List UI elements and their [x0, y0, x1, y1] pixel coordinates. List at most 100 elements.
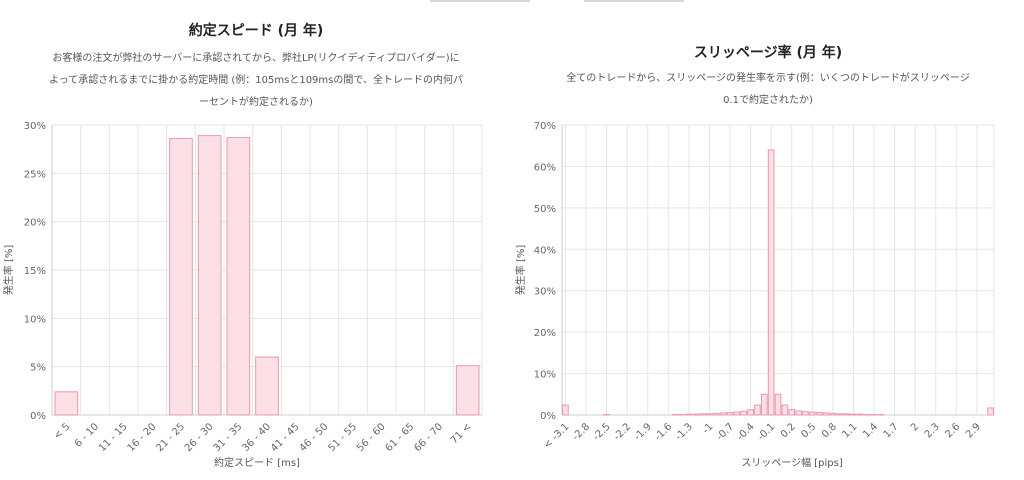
y-tick-label: 25% — [24, 169, 46, 180]
x-axis-label: 約定スピード [ms] — [214, 456, 300, 469]
y-tick-label: 0% — [540, 411, 556, 422]
bar — [562, 404, 569, 416]
y-tick-label: 20% — [534, 328, 556, 339]
y-tick-label: 50% — [534, 204, 556, 215]
x-tick-label: 61 - 65 — [384, 421, 417, 454]
bar — [685, 413, 693, 416]
y-tick-label: 70% — [534, 121, 556, 132]
bar — [802, 411, 809, 416]
x-tick-label: 56 - 60 — [355, 421, 388, 454]
bar — [815, 412, 823, 416]
x-tick-label: 66 - 70 — [412, 421, 445, 454]
bar — [699, 413, 706, 416]
x-tick-label: 0.2 — [779, 421, 798, 440]
x-tick-label: 21 - 25 — [154, 421, 187, 454]
x-tick-label: 0.8 — [820, 421, 839, 440]
bar — [788, 409, 796, 416]
x-tick-label: 26 - 30 — [183, 421, 216, 454]
bar — [781, 404, 789, 416]
y-tick-label: 15% — [24, 266, 46, 277]
x-tick-label: 46 - 50 — [298, 421, 331, 454]
y-tick-label: 10% — [24, 314, 46, 325]
bar — [808, 411, 816, 416]
x-tick-label: -0.7 — [715, 421, 737, 443]
bar — [987, 407, 994, 416]
subtitle-line: 全てのトレードから、スリッページの発生率を示す(例：いくつのトレードがスリッペー… — [566, 73, 970, 84]
x-axis-label: スリッページ幅 [pips] — [741, 456, 843, 469]
x-tick-label: 1.7 — [882, 421, 901, 440]
bar — [726, 412, 734, 416]
y-tick-label: 0% — [30, 411, 46, 422]
subtitle-line: 0.1で約定されたか) — [723, 95, 813, 106]
bar — [712, 412, 720, 416]
x-tick-label: 1.4 — [861, 421, 880, 440]
x-tick-label: 31 - 35 — [212, 421, 245, 454]
bar — [767, 149, 775, 416]
bar — [733, 411, 741, 416]
chart-subtitle: お客様の注文が弊社のサーバーに承認されてから、弊社LP(リクイディティプロバイダ… — [30, 48, 482, 114]
y-axis-label: 発生率 [%] — [2, 245, 15, 296]
y-tick-label: 20% — [24, 218, 46, 229]
slippage-rate-chart: スリッページ率 (月 年) 全てのトレードから、スリッページの発生率を示す(例：… — [512, 0, 1024, 480]
bar — [856, 413, 864, 416]
top-tab-strip-left — [430, 0, 530, 2]
bar — [54, 391, 79, 416]
x-tick-label: -0.4 — [735, 421, 757, 443]
bar — [829, 412, 837, 416]
y-tick-label: 60% — [534, 162, 556, 173]
x-tick-label: 41 - 45 — [269, 421, 302, 454]
bar — [706, 413, 713, 416]
x-tick-label: -1.6 — [653, 421, 675, 443]
x-tick-label: -2.5 — [591, 421, 613, 443]
bar — [822, 412, 830, 416]
chart-subtitle: 全てのトレードから、スリッページの発生率を示す(例：いくつのトレードがスリッペー… — [542, 68, 994, 112]
x-tick-label: 71 < — [449, 421, 474, 446]
bar — [850, 413, 857, 416]
bar — [455, 365, 480, 416]
bar — [255, 356, 279, 416]
chart-title: スリッページ率 (月 年) — [693, 45, 843, 61]
bar — [719, 412, 727, 416]
bar — [692, 413, 700, 416]
x-tick-label: 2.9 — [964, 421, 983, 440]
x-tick-label: 0.5 — [799, 421, 818, 440]
bar — [197, 135, 222, 416]
subtitle-line: よって承認されるまでに掛かる約定時間 (例：105msと109msの間で、全トレ… — [49, 75, 463, 86]
bar — [747, 409, 754, 416]
execution-speed-chart: 約定スピード (月 年) お客様の注文が弊社のサーバーに承認されてから、弊社LP… — [2, 23, 483, 469]
x-tick-label: 16 - 20 — [126, 421, 159, 454]
x-tick-label: -2.8 — [571, 421, 593, 443]
x-tick-label: -2.2 — [612, 421, 634, 443]
bar — [836, 413, 844, 416]
x-tick-label: 1.1 — [841, 421, 860, 440]
x-tick-label: -0.1 — [756, 421, 778, 443]
y-tick-label: 30% — [534, 287, 556, 298]
bar — [740, 410, 748, 416]
bar — [795, 410, 802, 416]
x-tick-label: 2 — [909, 421, 921, 433]
subtitle-line: お客様の注文が弊社のサーバーに承認されてから、弊社LP(リクイディティプロバイダ… — [52, 53, 460, 64]
bar-plot: 0% 10% 20% 30% 40% 50% 60% 70% < -3.1-2.8-2.5-2.… — [514, 121, 995, 469]
x-tick-label: 2.6 — [943, 421, 962, 440]
y-tick-label: 40% — [534, 245, 556, 256]
top-tab-strip-right — [584, 0, 684, 2]
x-tick-label: 51 - 55 — [326, 421, 359, 454]
bar — [226, 137, 251, 416]
bar — [843, 413, 850, 416]
bar — [760, 393, 768, 416]
y-tick-label: 5% — [30, 363, 46, 374]
x-tick-label: < -3.1 — [542, 421, 572, 451]
x-tick-label: 11 - 15 — [97, 421, 130, 454]
bar — [169, 138, 193, 416]
x-tick-label: -1.9 — [632, 421, 654, 443]
chart-title: 約定スピード (月 年) — [188, 23, 324, 39]
y-tick-label: 30% — [24, 121, 46, 132]
y-axis-label: 発生率 [%] — [514, 245, 527, 296]
x-tick-label: -1 — [701, 421, 716, 436]
x-tick-label: < 5 — [52, 421, 72, 441]
x-tick-label: 36 - 40 — [240, 421, 273, 454]
bar — [774, 393, 782, 416]
bar — [754, 404, 761, 416]
subtitle-line: ーセントが約定されるか) — [199, 97, 313, 108]
